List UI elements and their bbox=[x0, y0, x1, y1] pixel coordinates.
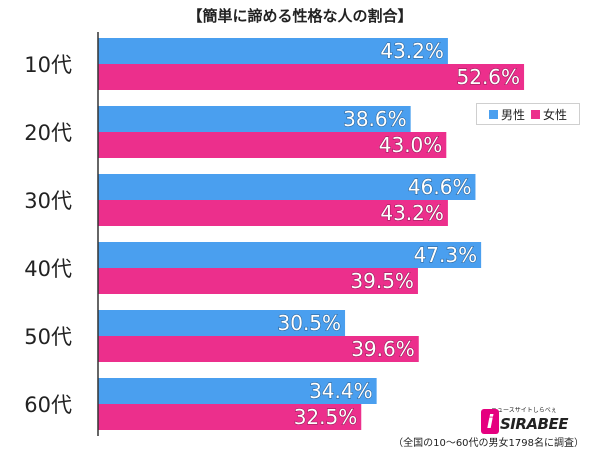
value-label-male: 46.6% bbox=[408, 175, 472, 199]
bar-female bbox=[98, 64, 525, 90]
category-label: 30代 bbox=[24, 189, 72, 213]
value-label-male: 30.5% bbox=[278, 311, 342, 335]
female-swatch-icon bbox=[531, 109, 540, 119]
male-swatch-icon bbox=[488, 109, 498, 119]
bar-male bbox=[98, 174, 476, 200]
category-label: 10代 bbox=[24, 53, 72, 77]
value-label-female: 43.0% bbox=[379, 133, 443, 157]
bar-female bbox=[98, 200, 448, 226]
bar-male bbox=[98, 378, 377, 404]
sirabee-logo: ニュースサイトしらべぇ i SIRABEE bbox=[481, 405, 568, 435]
value-label-male: 38.6% bbox=[343, 107, 407, 131]
legend-label-male: 男性 bbox=[500, 107, 525, 122]
value-label-female: 39.6% bbox=[351, 337, 415, 361]
value-label-female: 39.5% bbox=[350, 269, 414, 293]
logo-tagline: ニュースサイトしらべぇ bbox=[491, 407, 557, 414]
value-label-male: 34.4% bbox=[309, 379, 373, 403]
legend-label-female: 女性 bbox=[543, 107, 568, 122]
value-label-female: 43.2% bbox=[380, 201, 444, 225]
chart-title: 【簡単に諦める性格な人の割合】 bbox=[187, 7, 413, 25]
category-label: 40代 bbox=[24, 257, 72, 281]
category-label: 50代 bbox=[24, 325, 72, 349]
logo-mark-icon: i bbox=[481, 409, 499, 434]
bar-male bbox=[98, 38, 448, 64]
bar-female bbox=[98, 404, 362, 430]
legend-item-male: 男性 bbox=[488, 106, 525, 123]
value-label-male: 43.2% bbox=[380, 39, 444, 63]
bar-female bbox=[98, 132, 447, 158]
survey-footnote: （全国の10～60代の男女1798名に調査） bbox=[393, 438, 584, 449]
category-label: 20代 bbox=[24, 121, 72, 145]
category-label: 60代 bbox=[24, 393, 72, 417]
value-label-female: 32.5% bbox=[294, 405, 358, 429]
bar-male bbox=[98, 106, 411, 132]
legend: 男性 女性 bbox=[476, 103, 580, 125]
bar-male bbox=[98, 310, 346, 336]
value-label-male: 47.3% bbox=[414, 243, 478, 267]
bar-male bbox=[98, 242, 482, 268]
bar-female bbox=[98, 268, 418, 294]
legend-item-female: 女性 bbox=[531, 106, 567, 123]
value-label-female: 52.6% bbox=[457, 65, 521, 89]
logo-wordmark: SIRABEE bbox=[500, 415, 568, 433]
bar-female bbox=[98, 336, 419, 362]
